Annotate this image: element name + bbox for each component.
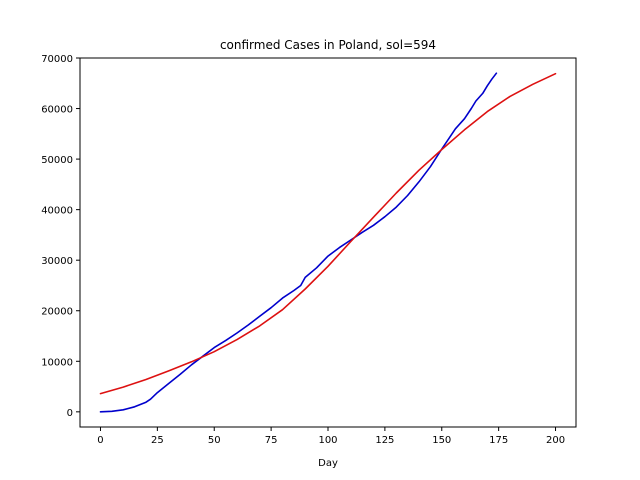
x-tick-label: 0 [97, 435, 103, 446]
y-tick-label: 0 [67, 408, 73, 419]
y-tick-label: 70000 [41, 54, 73, 65]
y-tick-label: 40000 [41, 206, 73, 217]
plot-frame [79, 57, 577, 428]
y-tick-label: 50000 [41, 155, 73, 166]
series-layer [99, 72, 557, 413]
x-tick-label: 175 [489, 435, 508, 446]
y-tick-label: 20000 [41, 307, 73, 318]
chart-title: confirmed Cases in Poland, sol=594 [220, 38, 436, 52]
x-axis-label: Day [318, 458, 338, 469]
series-line-1 [99, 72, 557, 395]
ticks-layer: 0 25 50 75 100 125 150 175 200 0 10000 20000 30000 40… [41, 54, 565, 446]
x-tick-label: 200 [546, 435, 565, 446]
x-tick-label: 150 [432, 435, 451, 446]
x-tick-label: 25 [151, 435, 164, 446]
y-tick-label: 60000 [41, 105, 73, 116]
series-line-0 [99, 72, 498, 413]
x-tick-label: 75 [265, 435, 278, 446]
y-tick-label: 10000 [41, 357, 73, 368]
y-tick-label: 30000 [41, 256, 73, 267]
x-tick-label: 100 [318, 435, 337, 446]
x-tick-label: 125 [375, 435, 394, 446]
x-tick-label: 50 [208, 435, 221, 446]
